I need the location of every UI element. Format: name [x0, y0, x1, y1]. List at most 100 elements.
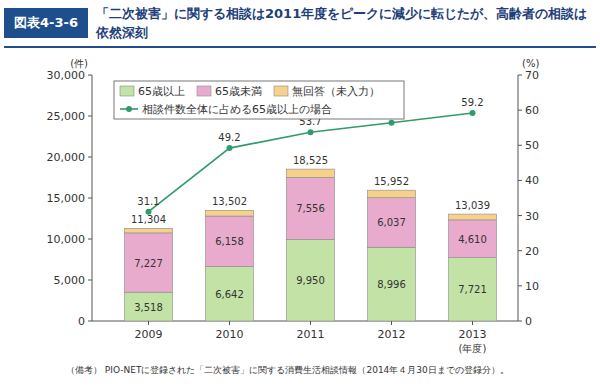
data-label: 7,556: [296, 203, 325, 214]
legend-label: 相談件数全体に占める65歳以上の場合: [142, 103, 332, 116]
y-tick: [88, 321, 92, 322]
y2-tick-label: 60: [525, 104, 539, 117]
line-marker: [227, 145, 233, 151]
data-label: 6,642: [215, 289, 244, 300]
total-label: 15,952: [374, 176, 409, 187]
y2-tick: [518, 110, 522, 111]
bar-segment: [449, 220, 497, 258]
y2-tick: [518, 180, 522, 181]
y2-tick: [518, 145, 522, 146]
y-tick-label: 15,000: [47, 192, 86, 205]
line: [149, 113, 473, 212]
y2-axis-label: (%): [522, 58, 539, 69]
total-label: 11,304: [131, 214, 166, 225]
total-label: 13,502: [212, 196, 247, 207]
x-tick-label: 2010: [216, 328, 244, 341]
y2-tick-label: 50: [525, 139, 539, 152]
figure-label: 図表4-3-6: [4, 8, 88, 38]
data-label: 6,037: [377, 217, 406, 228]
bar-segment: [125, 292, 173, 321]
bar-segment: [206, 210, 254, 216]
y-tick: [88, 116, 92, 117]
data-label: 6,158: [215, 236, 244, 247]
bar-segment: [125, 228, 173, 233]
x-tick: [310, 321, 311, 325]
y2-tick-label: 20: [525, 245, 539, 258]
x-tick-label: 2012: [378, 328, 406, 341]
chart: (件) (%) 0 5,000 10,000 15,000 20,000 25,000 30,0…: [0, 0, 600, 392]
line-data-label: 59.2: [461, 97, 483, 108]
y-tick: [88, 280, 92, 281]
x-tick: [229, 321, 230, 325]
y-tick: [88, 198, 92, 199]
data-label: 4,610: [458, 234, 487, 245]
y2-tick-label: 0: [525, 315, 532, 328]
title: 「二次被害」に関する相談は2011年度をピークに減少に転じたが、高齢者の相談は依…: [96, 4, 592, 42]
total-label: 18,525: [293, 155, 328, 166]
y-tick-label: 0: [78, 315, 85, 328]
y-tick: [88, 157, 92, 158]
y2-tick: [518, 215, 522, 216]
bar-segment: [287, 177, 335, 239]
y-tick-label: 5,000: [54, 274, 86, 287]
x-tick: [391, 321, 392, 325]
bar-segment: [125, 233, 173, 292]
bar-segment: [368, 247, 416, 321]
bar-segment: [206, 216, 254, 266]
y2-tick-label: 10: [525, 280, 539, 293]
legend-box: [114, 81, 404, 119]
data-label: 8,996: [377, 279, 406, 290]
y2-tick-label: 70: [525, 69, 539, 82]
line-data-label: 31.1: [137, 196, 159, 207]
y-tick-label: 30,000: [47, 69, 86, 82]
legend-marker: [126, 106, 132, 112]
legend-swatch: [274, 86, 288, 96]
y2-tick: [518, 285, 522, 286]
line-marker: [389, 120, 395, 126]
total-label: 13,039: [455, 200, 490, 211]
data-label: 7,721: [458, 284, 487, 295]
y2-tick: [518, 250, 522, 251]
line-marker: [470, 110, 476, 116]
line-marker: [308, 129, 314, 135]
x-tick: [472, 321, 473, 325]
x-tick-label: 2009: [135, 328, 163, 341]
legend-label: 65歳以上: [138, 85, 185, 98]
legend-swatch: [197, 86, 211, 96]
y2-axis-line: [518, 75, 519, 321]
y-axis-line: [92, 75, 93, 321]
y-tick: [88, 75, 92, 76]
y-tick-label: 25,000: [47, 110, 86, 123]
x-tick-label: 2013: [459, 328, 487, 341]
data-label: 7,227: [134, 258, 163, 269]
data-label: 9,950: [296, 275, 325, 286]
y-tick-label: 20,000: [47, 151, 86, 164]
y2-tick: [518, 321, 522, 322]
bar-segment: [206, 267, 254, 321]
y-tick-label: 10,000: [47, 233, 86, 246]
bar-segment: [449, 258, 497, 321]
x-axis-label: (年度): [459, 343, 487, 354]
header: 図表4-3-6 「二次被害」に関する相談は2011年度をピークに減少に転じたが、…: [4, 4, 596, 48]
bar-segment: [287, 239, 335, 321]
data-label: 3,518: [134, 302, 163, 313]
y2-tick-label: 40: [525, 174, 539, 187]
bar-segment: [368, 198, 416, 248]
bar-segment: [449, 214, 497, 220]
bar-segment: [368, 190, 416, 198]
y-tick: [88, 239, 92, 240]
x-tick: [148, 321, 149, 325]
legend-label: 65歳未満: [215, 85, 262, 98]
x-tick-label: 2011: [297, 328, 325, 341]
line-data-label: 49.2: [218, 132, 240, 143]
bar-segment: [287, 169, 335, 177]
plot-labels: 3,518 7,227 11,304 6,642 6,158 13,502 9,950 7,5…: [131, 97, 490, 313]
y-axis-label: (件): [70, 58, 88, 69]
note: （備考） PIO-NETに登録された「二次被害」に関する消費生活相談情報（201…: [66, 364, 509, 377]
y2-tick: [518, 75, 522, 76]
legend-label: 無回答（未入力）: [292, 85, 380, 98]
legend-swatch: [120, 86, 134, 96]
legend: 65歳以上 65歳未満 無回答（未入力） 相談件数全体に占める65歳以上の場合: [114, 81, 404, 119]
y2-tick-label: 30: [525, 210, 539, 223]
plot-marks: [125, 110, 497, 321]
